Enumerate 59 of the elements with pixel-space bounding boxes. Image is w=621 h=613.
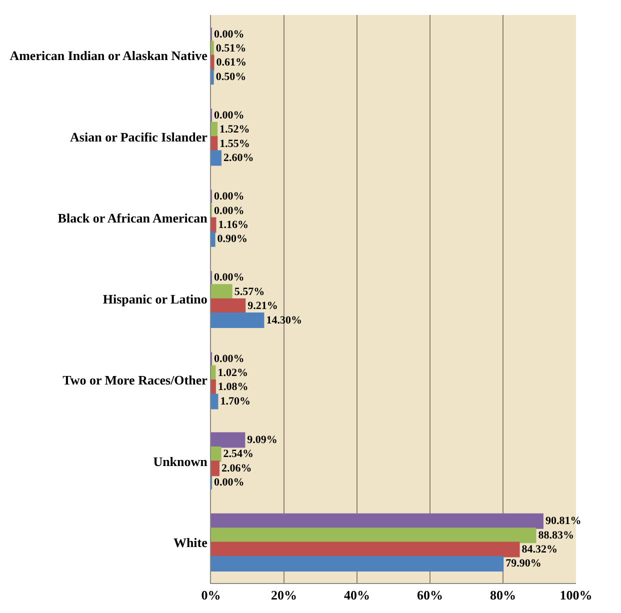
- data-label: 0.00%: [214, 190, 244, 203]
- data-label: 0.51%: [216, 42, 246, 54]
- x-tick-label: 0%: [201, 588, 221, 603]
- data-label: 1.08%: [218, 381, 248, 394]
- y-tick-label: Two or More Races/Other: [62, 372, 208, 388]
- data-label: 1.16%: [218, 218, 248, 231]
- bar: [211, 298, 246, 314]
- data-label: 0.50%: [216, 70, 246, 83]
- x-tick-label: 80%: [490, 588, 516, 603]
- data-label: 9.09%: [247, 434, 278, 446]
- bar: [211, 284, 232, 300]
- bar: [211, 446, 222, 462]
- bar: [211, 460, 220, 476]
- bar: [211, 542, 520, 558]
- data-label: 90.81%: [545, 515, 582, 528]
- bar: [211, 394, 218, 410]
- x-tick-label: 20%: [271, 588, 297, 603]
- bar: [211, 136, 218, 152]
- data-label: 5.57%: [234, 286, 265, 298]
- bar: [211, 312, 264, 328]
- data-label: 0.61%: [216, 56, 246, 69]
- bar: [211, 150, 222, 166]
- data-label: 0.00%: [214, 28, 244, 40]
- data-label: 88.83%: [538, 529, 574, 542]
- y-tick-label: Hispanic or Latino: [102, 292, 208, 307]
- data-label: 2.60%: [223, 152, 254, 164]
- data-label: 0.00%: [214, 204, 244, 217]
- bar: [211, 513, 544, 529]
- x-tick-label: 60%: [417, 588, 443, 603]
- data-label: 2.06%: [222, 462, 252, 474]
- data-label: 0.00%: [214, 476, 244, 489]
- x-tick-label: 40%: [344, 588, 370, 603]
- data-label: 0.00%: [214, 352, 244, 365]
- data-label: 79.90%: [506, 558, 542, 570]
- data-label: 0.00%: [214, 272, 244, 284]
- bar: [211, 217, 216, 233]
- bar: [211, 365, 216, 381]
- data-label: 1.70%: [220, 395, 250, 408]
- bar: [211, 231, 216, 247]
- y-tick-label: White: [173, 534, 208, 550]
- data-label: 2.54%: [223, 448, 254, 460]
- data-label: 84.32%: [522, 544, 558, 556]
- data-label: 1.02%: [218, 367, 248, 380]
- y-tick-label: Asian or Pacific Islander: [70, 129, 208, 144]
- bar: [211, 432, 246, 448]
- bar: [211, 122, 218, 138]
- x-tick-label: 100%: [560, 588, 592, 603]
- data-label: 0.90%: [217, 233, 248, 246]
- bar: [211, 528, 536, 544]
- bar: [211, 556, 504, 572]
- y-tick-label: Black or African American: [58, 210, 208, 226]
- data-label: 14.30%: [266, 314, 302, 326]
- bar: [211, 380, 216, 395]
- y-tick-label: Unknown: [153, 454, 208, 469]
- data-label: 0.00%: [214, 109, 244, 122]
- y-tick-label: American Indian or Alaskan Native: [10, 48, 208, 64]
- data-label: 9.21%: [248, 300, 278, 312]
- data-label: 1.55%: [220, 138, 250, 150]
- data-label: 1.52%: [220, 124, 250, 136]
